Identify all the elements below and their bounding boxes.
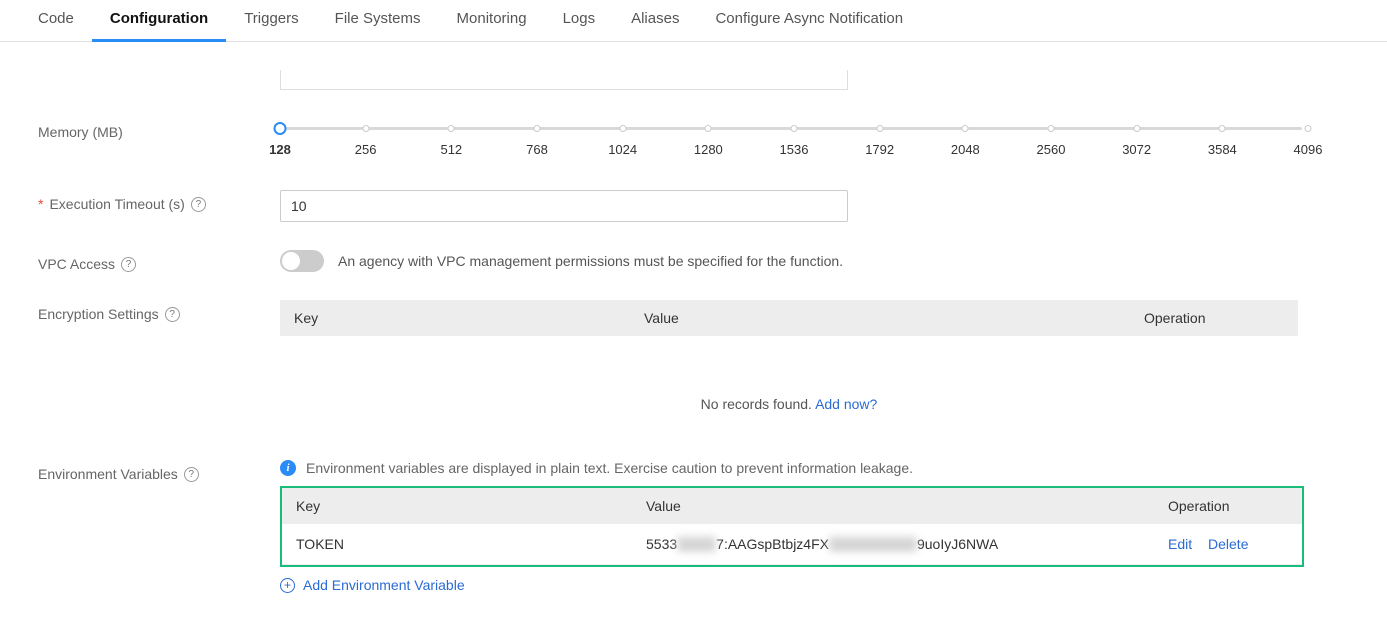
slider-tick[interactable] — [876, 125, 883, 132]
col-value: Value — [644, 310, 1144, 326]
delete-link[interactable]: Delete — [1208, 536, 1248, 552]
col-operation: Operation — [1144, 310, 1284, 326]
add-env-variable[interactable]: + Add Environment Variable — [280, 577, 465, 593]
slider-step-label: 256 — [355, 142, 377, 157]
col-value: Value — [646, 498, 1168, 514]
slider-step-label: 768 — [526, 142, 548, 157]
slider-step-label: 3072 — [1122, 142, 1151, 157]
info-icon: i — [280, 460, 296, 476]
slider-handle[interactable] — [274, 122, 287, 135]
slider-tick[interactable] — [705, 125, 712, 132]
add-now-link[interactable]: Add now? — [815, 396, 877, 412]
col-key: Key — [296, 498, 646, 514]
env-key: TOKEN — [296, 536, 646, 552]
help-icon[interactable]: ? — [191, 197, 206, 212]
help-icon[interactable]: ? — [121, 257, 136, 272]
slider-tick[interactable] — [1133, 125, 1140, 132]
edit-link[interactable]: Edit — [1168, 536, 1192, 552]
vpc-label: VPC Access ? — [20, 250, 280, 272]
tab-logs[interactable]: Logs — [545, 0, 614, 42]
tab-async-notification[interactable]: Configure Async Notification — [697, 0, 921, 42]
slider-step-label: 2048 — [951, 142, 980, 157]
col-key: Key — [294, 310, 644, 326]
slider-tick[interactable] — [962, 125, 969, 132]
slider-step-label: 512 — [440, 142, 462, 157]
slider-tick[interactable] — [1305, 125, 1312, 132]
slider-step-label: 4096 — [1294, 142, 1323, 157]
tab-aliases[interactable]: Aliases — [613, 0, 697, 42]
tab-code[interactable]: Code — [20, 0, 92, 42]
slider-tick[interactable] — [534, 125, 541, 132]
vpc-description: An agency with VPC management permission… — [338, 253, 843, 269]
slider-tick[interactable] — [619, 125, 626, 132]
env-highlight-box: Key Value Operation TOKEN 5533xxxxx7:AAG… — [280, 486, 1304, 567]
slider-tick[interactable] — [362, 125, 369, 132]
plus-icon: + — [280, 578, 295, 593]
tab-monitoring[interactable]: Monitoring — [439, 0, 545, 42]
tab-file-systems[interactable]: File Systems — [317, 0, 439, 42]
slider-tick[interactable] — [448, 125, 455, 132]
slider-tick[interactable] — [791, 125, 798, 132]
help-icon[interactable]: ? — [184, 467, 199, 482]
slider-step-label: 128 — [269, 142, 291, 157]
tab-triggers[interactable]: Triggers — [226, 0, 316, 42]
vpc-toggle[interactable] — [280, 250, 324, 272]
timeout-label: * Execution Timeout (s) ? — [20, 190, 280, 212]
memory-slider[interactable]: 1282565127681024128015361792204825603072… — [280, 122, 1308, 162]
col-operation: Operation — [1168, 498, 1288, 514]
env-info: i Environment variables are displayed in… — [280, 460, 1307, 476]
tabs-bar: Code Configuration Triggers File Systems… — [0, 0, 1387, 42]
slider-step-label: 2560 — [1037, 142, 1066, 157]
slider-step-label: 1792 — [865, 142, 894, 157]
env-value: 5533xxxxx7:AAGspBtbjz4FXxxxxxxxxxxxx9uoI… — [646, 536, 1168, 552]
table-row: TOKEN 5533xxxxx7:AAGspBtbjz4FXxxxxxxxxxx… — [282, 524, 1302, 565]
encryption-label: Encryption Settings ? — [20, 300, 280, 322]
encryption-table: Key Value Operation No records found. Ad… — [280, 300, 1298, 432]
tab-configuration[interactable]: Configuration — [92, 0, 226, 42]
slider-tick[interactable] — [1219, 125, 1226, 132]
encryption-empty: No records found. Add now? — [280, 336, 1298, 432]
slider-step-label: 1536 — [780, 142, 809, 157]
slider-tick[interactable] — [1048, 125, 1055, 132]
env-label: Environment Variables ? — [20, 460, 280, 482]
truncated-field — [280, 70, 848, 90]
timeout-input[interactable] — [280, 190, 848, 222]
slider-step-label: 1280 — [694, 142, 723, 157]
help-icon[interactable]: ? — [165, 307, 180, 322]
memory-label: Memory (MB) — [20, 118, 280, 140]
slider-step-label: 3584 — [1208, 142, 1237, 157]
slider-step-label: 1024 — [608, 142, 637, 157]
